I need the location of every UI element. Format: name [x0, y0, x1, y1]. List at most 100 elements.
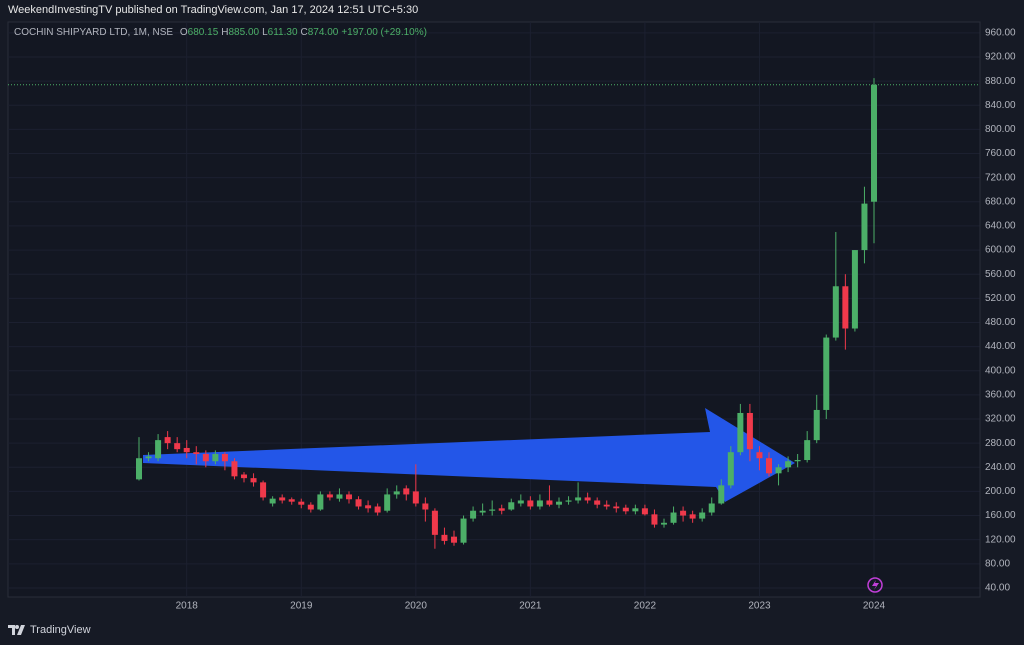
candle-body [584, 497, 591, 501]
footer: TradingView [8, 624, 91, 636]
y-tick-label: 200.00 [985, 486, 1016, 497]
y-tick-label: 920.00 [985, 52, 1016, 63]
brand-name: TradingView [30, 624, 91, 636]
candle-body [565, 500, 572, 502]
candle-body [718, 485, 725, 504]
candle-body [326, 494, 333, 498]
ohlc-value: 885.00 [228, 27, 260, 38]
candle-body [288, 499, 295, 502]
candle-body [661, 522, 667, 525]
candle-body [136, 458, 142, 480]
y-tick-label: 240.00 [985, 462, 1016, 473]
alert-icon-bolt [872, 580, 879, 590]
y-tick-label: 600.00 [985, 245, 1016, 256]
candle-body [164, 437, 171, 444]
symbol-name: COCHIN SHIPYARD LTD, 1M, NSE [14, 27, 174, 38]
candle-body [221, 454, 228, 462]
x-tick-label: 2019 [290, 601, 313, 612]
candle-body [479, 510, 486, 513]
ohlc-key: L [262, 27, 268, 38]
candle-body [212, 454, 219, 462]
x-tick-label: 2023 [748, 601, 771, 612]
candle-body [250, 478, 257, 483]
candle-body [613, 506, 620, 509]
candle-body [155, 440, 162, 459]
candle-body [622, 507, 629, 512]
candle-body [298, 501, 305, 505]
candle-body [412, 491, 419, 504]
candle-body [641, 508, 648, 515]
y-tick-label: 160.00 [985, 510, 1016, 521]
candle-body [460, 518, 467, 543]
candle-body [594, 500, 601, 505]
candle-body [556, 501, 562, 505]
candle-body [374, 506, 381, 513]
candle-body [269, 498, 276, 504]
candle-body [603, 504, 610, 507]
annotation-arrow [143, 408, 795, 502]
y-tick-label: 480.00 [985, 317, 1016, 328]
y-tick-label: 40.00 [985, 583, 1010, 594]
candle-body [422, 503, 429, 510]
y-tick-label: 360.00 [985, 390, 1016, 401]
candle-body [527, 500, 534, 507]
candle-body [470, 510, 477, 519]
x-tick-label: 2024 [863, 601, 886, 612]
candle-body [279, 497, 286, 501]
ohlc-item: H885.00 [221, 27, 259, 38]
candle-body [680, 510, 687, 516]
y-tick-label: 760.00 [985, 148, 1016, 159]
candle-body [260, 482, 267, 498]
candle-body [727, 452, 734, 486]
candle-body [317, 494, 324, 510]
plot-area [7, 21, 981, 598]
y-tick-label: 640.00 [985, 221, 1016, 232]
y-tick-label: 800.00 [985, 124, 1016, 135]
candle-body [183, 447, 190, 453]
candle-body [498, 508, 505, 511]
candle-body [651, 514, 658, 525]
candle-body [336, 494, 343, 499]
candle-body [451, 536, 457, 543]
change-value: +197.00 (+29.10%) [341, 27, 427, 38]
candle-body [536, 500, 543, 507]
candle-body [737, 412, 744, 453]
candle-body [785, 461, 792, 468]
candle-body [231, 461, 238, 477]
candle-body [441, 534, 448, 541]
y-tick-label: 960.00 [985, 28, 1016, 39]
candle-body [403, 488, 410, 495]
candle-body [193, 452, 200, 455]
candle-body [508, 502, 515, 510]
candle-body [871, 84, 877, 202]
candle-body [384, 494, 391, 511]
candle-body [202, 454, 209, 462]
y-tick-label: 720.00 [985, 172, 1016, 183]
ohlc-item: C874.00 [301, 27, 339, 38]
candle-body [575, 497, 582, 501]
y-tick-label: 400.00 [985, 365, 1016, 376]
symbol-legend: COCHIN SHIPYARD LTD, 1M, NSE O680.15 H885… [14, 27, 431, 38]
footer-bar [0, 614, 1024, 645]
candle-body [766, 458, 772, 474]
candle-body [355, 499, 362, 507]
alert-icon[interactable] [867, 577, 883, 593]
candle-body [708, 503, 715, 513]
candle-body [842, 286, 849, 329]
candle-body [632, 508, 639, 512]
y-tick-label: 440.00 [985, 341, 1016, 352]
x-tick-label: 2018 [176, 601, 199, 612]
ohlc-item: L611.30 [262, 27, 297, 38]
candle-body [393, 491, 400, 495]
candle-body [794, 460, 801, 462]
candle-body [174, 443, 181, 450]
ohlc-key: C [300, 27, 308, 38]
y-tick-label: 520.00 [985, 293, 1016, 304]
x-tick-label: 2020 [405, 601, 428, 612]
candle-body [861, 203, 868, 251]
candle-body [517, 500, 524, 504]
ohlc-key: H [221, 27, 229, 38]
candle-body [851, 250, 858, 329]
candle-body [365, 505, 372, 509]
